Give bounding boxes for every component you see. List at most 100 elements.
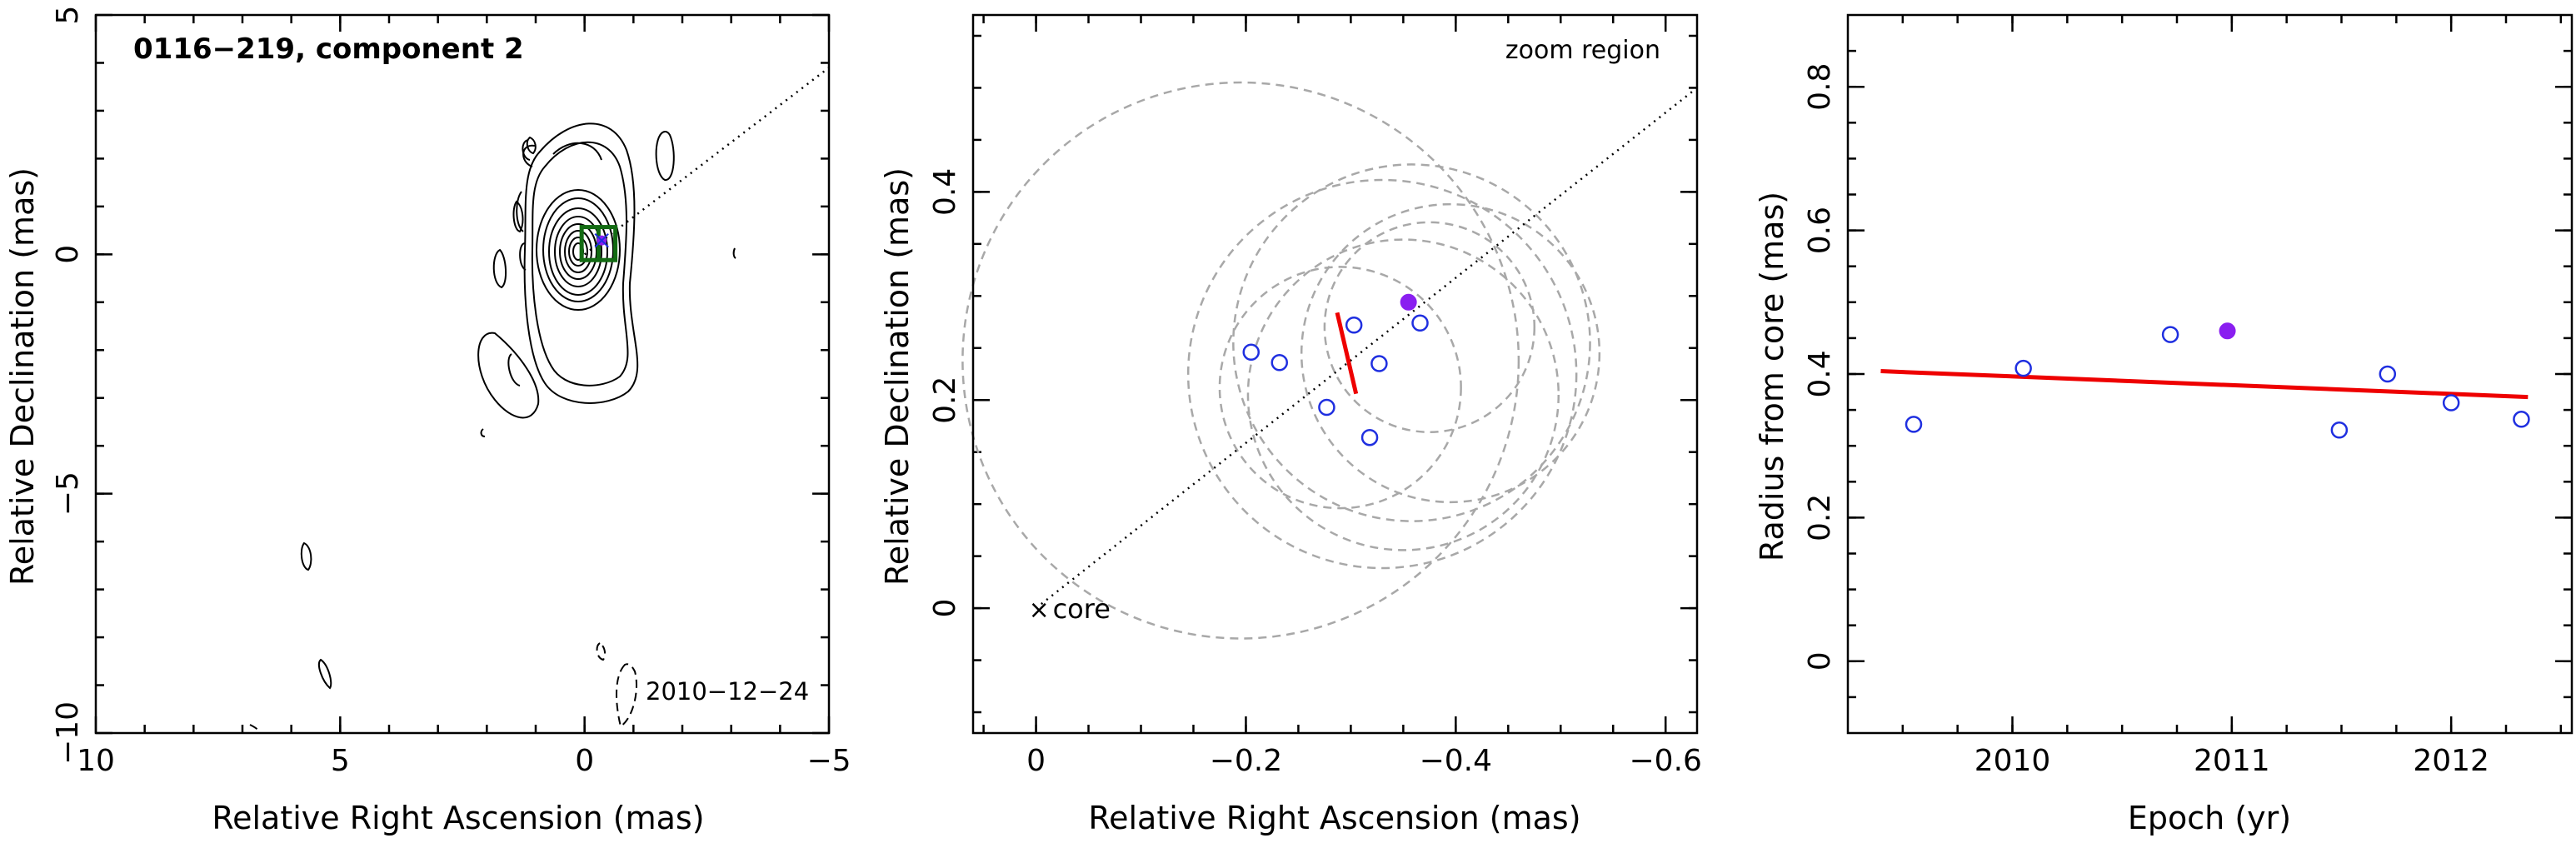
y-tick-label: 0.4 — [928, 168, 962, 216]
y-tick-label: 0 — [928, 599, 962, 618]
panel1-ylabel: Relative Declination (mas) — [4, 167, 41, 586]
beam-circles — [961, 81, 1601, 640]
contour-level — [300, 541, 312, 571]
contour-level — [522, 139, 531, 161]
contour-level — [507, 353, 521, 387]
contour-level — [568, 237, 588, 267]
contour-map — [477, 122, 675, 419]
epoch-date-label: 2010−12−24 — [646, 677, 809, 706]
component-cross — [594, 232, 609, 248]
panel1-xlabel: Relative Right Ascension (mas) — [212, 800, 704, 836]
data-point — [2379, 365, 2397, 383]
panel3-ticks: 2010 2011 2012 0 0.2 0.4 0.6 0.8 — [1803, 15, 2572, 778]
beam-circle — [1323, 221, 1536, 433]
beam-circle — [1246, 238, 1560, 551]
x-tick-label: 2010 — [1974, 744, 2051, 778]
panel2-ylabel: Relative Declination (mas) — [879, 167, 916, 586]
radius-fit-line — [1880, 369, 2529, 400]
y-tick-label: 0.8 — [1803, 63, 1837, 111]
contour-level — [554, 216, 602, 287]
panel1-title: 0116−219, component 2 — [133, 32, 524, 66]
data-point — [1318, 398, 1335, 417]
x-tick-label: −0.6 — [1630, 744, 1702, 778]
beam-circle — [1186, 178, 1578, 570]
contour-level — [548, 207, 608, 296]
contour-level — [536, 189, 621, 311]
contour-level — [477, 332, 540, 419]
contour-level — [526, 136, 537, 155]
contour-level — [564, 230, 592, 273]
negative-contour — [249, 724, 259, 731]
panel2-ticks: 0 −0.2 −0.4 −0.6 0 0.2 0.4 — [928, 15, 1702, 778]
y-tick-label: 0 — [51, 245, 85, 264]
panel-zoom-region: 0 −0.2 −0.4 −0.600.20.4 zoom region × core … — [879, 13, 1702, 836]
data-point — [1271, 354, 1289, 372]
panel3-frame — [1846, 13, 2574, 735]
data-point — [1345, 317, 1363, 334]
negative-contour — [616, 663, 638, 728]
contour-level — [732, 247, 736, 259]
component-positions — [1242, 293, 1429, 446]
position-fit-segment — [1335, 312, 1359, 395]
contour-level — [552, 142, 602, 161]
x-tick-label: 5 — [331, 744, 350, 778]
isolated-contours — [249, 136, 736, 731]
contour-level — [523, 122, 639, 404]
panel3-xlabel: Epoch (yr) — [2128, 800, 2291, 836]
y-tick-label: 0.4 — [1803, 350, 1837, 397]
negative-contour — [596, 641, 607, 661]
beam-circle — [1218, 266, 1462, 510]
data-point — [1905, 416, 1923, 433]
y-tick-label: 5 — [51, 6, 85, 25]
panel2-frame — [971, 13, 1699, 735]
contour-level — [512, 200, 524, 233]
y-tick-label: −10 — [51, 701, 85, 765]
contour-level — [480, 428, 486, 437]
jet-axis-line — [1035, 87, 1698, 610]
beam-circle — [1300, 202, 1601, 504]
data-point — [1370, 355, 1388, 372]
zoom-region-label: zoom region — [1505, 36, 1660, 65]
y-tick-label: 0.2 — [928, 377, 962, 424]
beam-circle — [961, 81, 1520, 640]
jet-axis-line — [583, 67, 830, 256]
component-marker — [594, 232, 609, 248]
data-point — [1242, 343, 1260, 362]
core-marker: × — [1029, 596, 1050, 625]
contour-level — [317, 658, 332, 690]
x-tick-label: 0 — [1026, 744, 1046, 778]
data-point-highlight — [1400, 293, 1417, 311]
data-point — [2513, 411, 2530, 428]
data-point — [2442, 394, 2460, 412]
data-point — [2014, 359, 2032, 377]
radius-points — [1905, 322, 2530, 439]
panel-contour-map: 10 5 0 −5 −10 −5 0 5 — [4, 6, 851, 836]
panel1-frame — [94, 13, 831, 735]
x-tick-label: 2011 — [2194, 744, 2270, 778]
data-point — [1360, 428, 1379, 446]
x-tick-label: 2012 — [2413, 744, 2489, 778]
y-tick-label: 0.2 — [1803, 494, 1837, 541]
data-point-highlight — [2219, 322, 2236, 340]
contour-level — [655, 130, 675, 181]
x-tick-label: −0.4 — [1420, 744, 1492, 778]
core-label: core — [1053, 593, 1111, 625]
panel2-xlabel: Relative Right Ascension (mas) — [1088, 800, 1580, 836]
x-tick-label: 0 — [575, 744, 594, 778]
data-point — [1411, 314, 1429, 332]
contour-level — [492, 248, 507, 289]
beam-circle — [1232, 163, 1591, 522]
x-tick-label: −5 — [806, 744, 851, 778]
y-tick-label: −5 — [51, 471, 85, 516]
y-tick-label: 0.6 — [1803, 207, 1837, 254]
panel-radius-vs-epoch: 2010 2011 2012 0 0.2 0.4 0.6 0.8 Epoch (yr) Rad… — [1754, 13, 2574, 836]
contour-level — [519, 242, 527, 271]
data-point — [2161, 326, 2179, 343]
data-point — [2330, 421, 2349, 439]
y-tick-label: 0 — [1803, 651, 1837, 671]
x-tick-label: 10 — [77, 744, 115, 778]
x-tick-label: −0.2 — [1210, 744, 1282, 778]
panel3-ylabel: Radius from core (mas) — [1754, 192, 1790, 561]
contour-level — [542, 197, 614, 302]
